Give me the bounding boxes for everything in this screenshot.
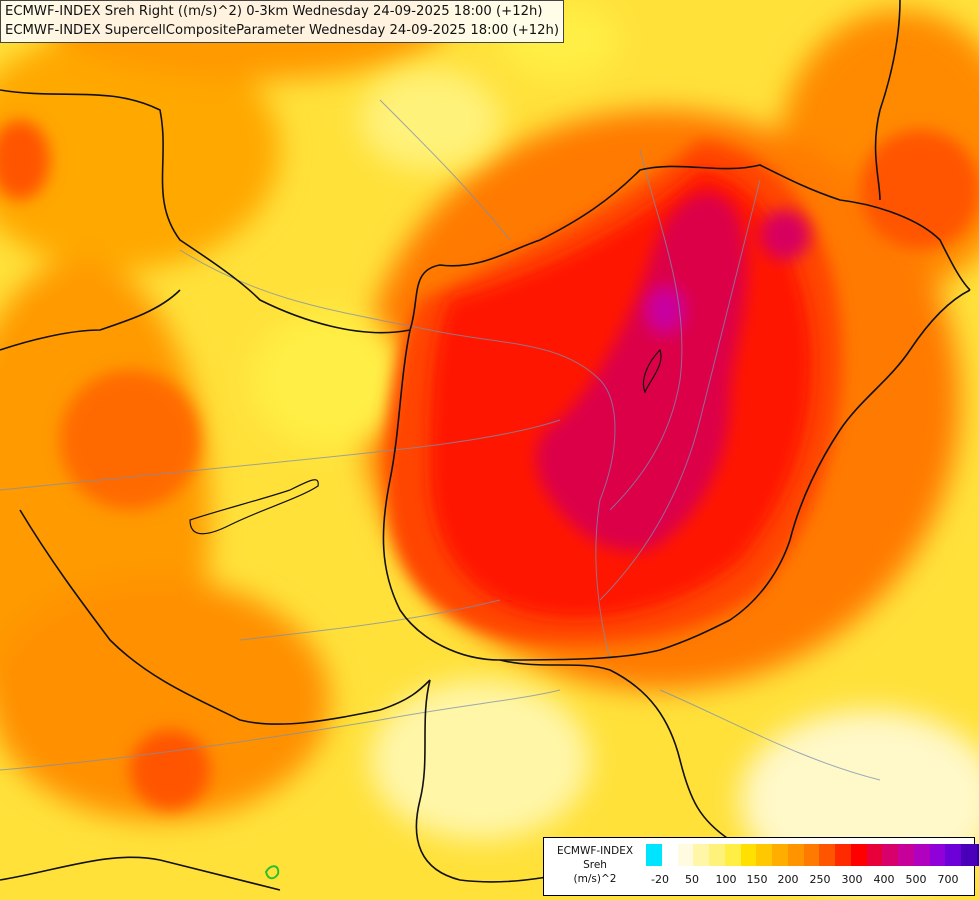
title-line-sreh: ECMWF-INDEX Sreh Right ((m/s)^2) 0-3km W… [5, 4, 543, 19]
legend-source: ECMWF-INDEX [556, 845, 634, 857]
legend-swatch [661, 844, 678, 866]
color-legend: ECMWF-INDEX Sreh (m/s)^2 -20 50 100 150 200 2… [543, 837, 979, 896]
legend-tick-label: 200 [777, 873, 799, 886]
legend-swatch [772, 844, 788, 866]
legend-swatch [945, 844, 961, 866]
legend-swatch [976, 844, 979, 866]
legend-tick-label: 400 [873, 873, 895, 886]
legend-swatch [961, 844, 977, 866]
legend-swatch [787, 844, 804, 866]
legend-swatch [882, 844, 898, 866]
legend-swatches [646, 844, 979, 866]
legend-swatch [803, 844, 820, 866]
legend-swatch [724, 844, 741, 866]
title-line-scp: ECMWF-INDEX SupercellCompositeParameter … [5, 23, 560, 38]
legend-swatch [740, 844, 757, 866]
legend-tick-label: 300 [841, 873, 863, 886]
legend-label: ECMWF-INDEX Sreh (m/s)^2 [546, 844, 644, 886]
legend-ticks: -20 50 100 150 200 250 300 400 500 700 [646, 873, 972, 889]
legend-tick-label: 500 [905, 873, 927, 886]
rivers [0, 99, 881, 781]
legend-swatch [866, 844, 883, 866]
legend-swatch [898, 844, 914, 866]
legend-swatch [646, 844, 662, 866]
map-title: ECMWF-INDEX Sreh Right ((m/s)^2) 0-3km W… [0, 0, 565, 43]
legend-swatch [913, 844, 930, 866]
legend-tick-label: 250 [809, 873, 831, 886]
legend-swatch [850, 844, 867, 866]
legend-tick-label: 150 [746, 873, 768, 886]
legend-swatch [819, 844, 835, 866]
legend-swatch [677, 844, 694, 866]
legend-tick-label: 100 [715, 873, 737, 886]
scp-marker [264, 865, 280, 880]
legend-swatch [709, 844, 725, 866]
legend-tick-label: -20 [651, 873, 669, 886]
legend-parameter: Sreh [583, 859, 607, 871]
legend-swatch [756, 844, 772, 866]
legend-tick-label: 50 [685, 873, 699, 886]
legend-swatch [929, 844, 946, 866]
legend-unit: (m/s)^2 [573, 873, 617, 885]
legend-tick-label: 700 [937, 873, 959, 886]
legend-swatch [693, 844, 709, 866]
legend-swatch [835, 844, 851, 866]
